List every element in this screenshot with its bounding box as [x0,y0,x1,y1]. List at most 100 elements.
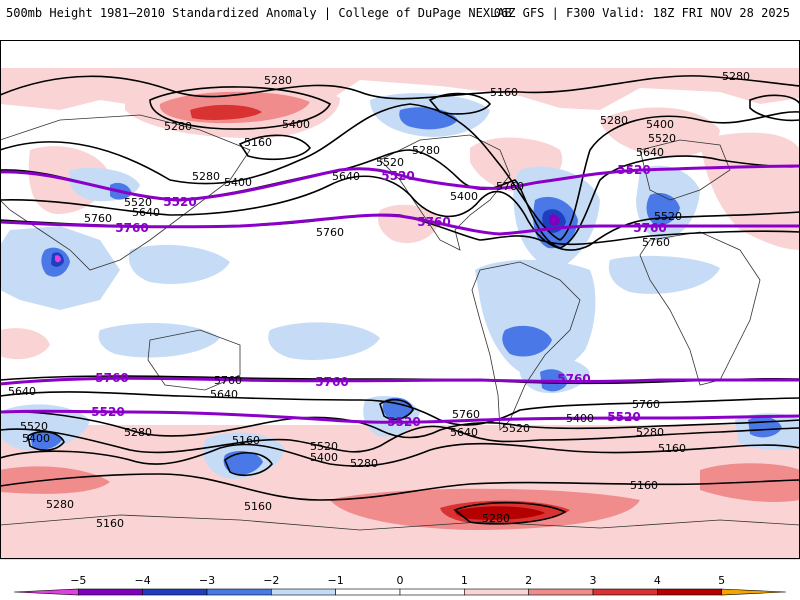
contour-label: 5520 [654,210,682,223]
colorbar: −5 −4 −3 −2 −1 0 1 2 3 4 5 [13,574,787,596]
contour-label: 5760 [84,212,112,225]
anomaly-positive-region [190,104,262,120]
contour-label: 5160 [96,517,124,530]
map-title: 500mb Height 1981–2010 Standardized Anom… [6,6,512,20]
highlight-label: 5520 [91,405,124,419]
highlight-label: 5760 [417,215,450,229]
anomaly-map: 5280 5280 5400 5160 5280 5400 5520 5640 … [0,40,800,560]
contour-label: 5640 [210,388,238,401]
contour-5640-north [0,175,800,251]
contour-5400-south [0,425,800,454]
highlight-label: 5760 [557,372,590,386]
contour-label: 5640 [332,170,360,183]
contour-label: 5160 [232,434,260,447]
contour-5280-south [0,442,800,467]
colorbar-tick-label: 0 [397,574,404,587]
contour-label: 5400 [224,176,252,189]
colorbar-tick-label: 4 [654,574,661,587]
contour-5160-north [428,92,492,115]
colorbar-segment [142,588,208,596]
colorbar-segments [13,588,787,596]
contour-label: 5400 [566,412,594,425]
highlight-label: 5760 [115,221,148,235]
contour-label: 5280 [636,426,664,439]
colorbar-segment [721,588,787,596]
coastline-europe [639,139,731,201]
contour-5280-north [0,75,800,100]
highlight-label: 5520 [387,415,420,429]
contour-label: 5640 [636,146,664,159]
colorbar-tick-label: −3 [199,574,215,587]
contour-label: 5160 [630,479,658,492]
anomaly-negative-region [223,450,263,475]
anomaly-negative-region [268,322,380,360]
model-run-info: 06Z GFS | F300 Valid: 18Z FRI NOV 28 202… [493,6,790,20]
anomaly-positive-region [455,506,545,520]
colorbar-tick-label: −4 [135,574,151,587]
contour-label: 5520 [310,440,338,453]
contour-label: 5760 [496,180,524,193]
contour-label: 5640 [132,206,160,219]
contour-label: 5160 [244,136,272,149]
colorbar-segment [271,588,336,596]
contour-label: 5400 [22,432,50,445]
anomaly-negative-region [502,325,552,357]
highlight-label: 5520 [617,163,650,177]
colorbar-segment [592,588,658,596]
contour-label: 5400 [310,451,338,464]
highlight-label: 5520 [163,195,196,209]
contour-label: 5280 [46,498,74,511]
highlight-contour-5520-north [0,164,800,202]
highlight-contour-5760-south [0,376,800,386]
contour-5640-south [0,391,800,426]
contour-5160-south [0,473,800,501]
colorbar-segment [206,588,272,596]
contour-label: 5280 [600,114,628,127]
contour-label: 5520 [20,420,48,433]
anomaly-positive-region [0,328,50,360]
coastline-south-america [471,261,581,431]
colorbar-ticks: −5 −4 −3 −2 −1 0 1 2 3 4 5 [70,574,725,587]
anomaly-positive-region [700,132,800,250]
contour-5160-south-low [379,398,414,421]
anomaly-positive-region [600,107,720,157]
anomaly-negative-region [128,244,230,284]
contour-label: 5160 [490,86,518,99]
highlight-contours [0,164,800,424]
highlight-contour-5760-north [0,213,800,236]
anomaly-negative-region [55,255,61,263]
contour-label: 5280 [264,74,292,87]
coastline-australia [147,329,241,391]
anomaly-negative-region [382,397,413,421]
contour-label: 5160 [244,500,272,513]
anomaly-negative-region [549,214,560,226]
anomaly-negative-region [30,430,62,450]
contour-label: 5640 [8,385,36,398]
contour-label: 5280 [164,120,192,133]
contour-5160-south-low [27,430,65,451]
colorbar-tick-label: 3 [590,574,597,587]
contour-5160-north [238,134,312,161]
coastline-antarctica [0,514,800,531]
contour-5160-north [749,94,800,122]
colorbar-segment [335,588,401,596]
contour-label: 5760 [452,408,480,421]
contour-5400-north [0,103,800,241]
contour-5280-low-north [149,86,332,130]
contour-label: 5520 [502,422,530,435]
colorbar-tick-label: 2 [525,574,532,587]
contour-label: 5760 [316,226,344,239]
colorbar-segment [464,588,529,596]
contour-label: 5160 [658,442,686,455]
contour-label: 5400 [450,190,478,203]
colorbar-tick-label: 5 [718,574,725,587]
contour-label: 5520 [376,156,404,169]
coastline-asia [0,114,251,271]
contour-label: 5520 [124,196,152,209]
anomaly-negative-region [608,255,720,294]
colorbar-segment [78,588,143,596]
contour-label: 5280 [350,457,378,470]
colorbar-segment [399,588,465,596]
contour-label: 5280 [722,70,750,83]
contour-5280-low-south [453,501,567,525]
